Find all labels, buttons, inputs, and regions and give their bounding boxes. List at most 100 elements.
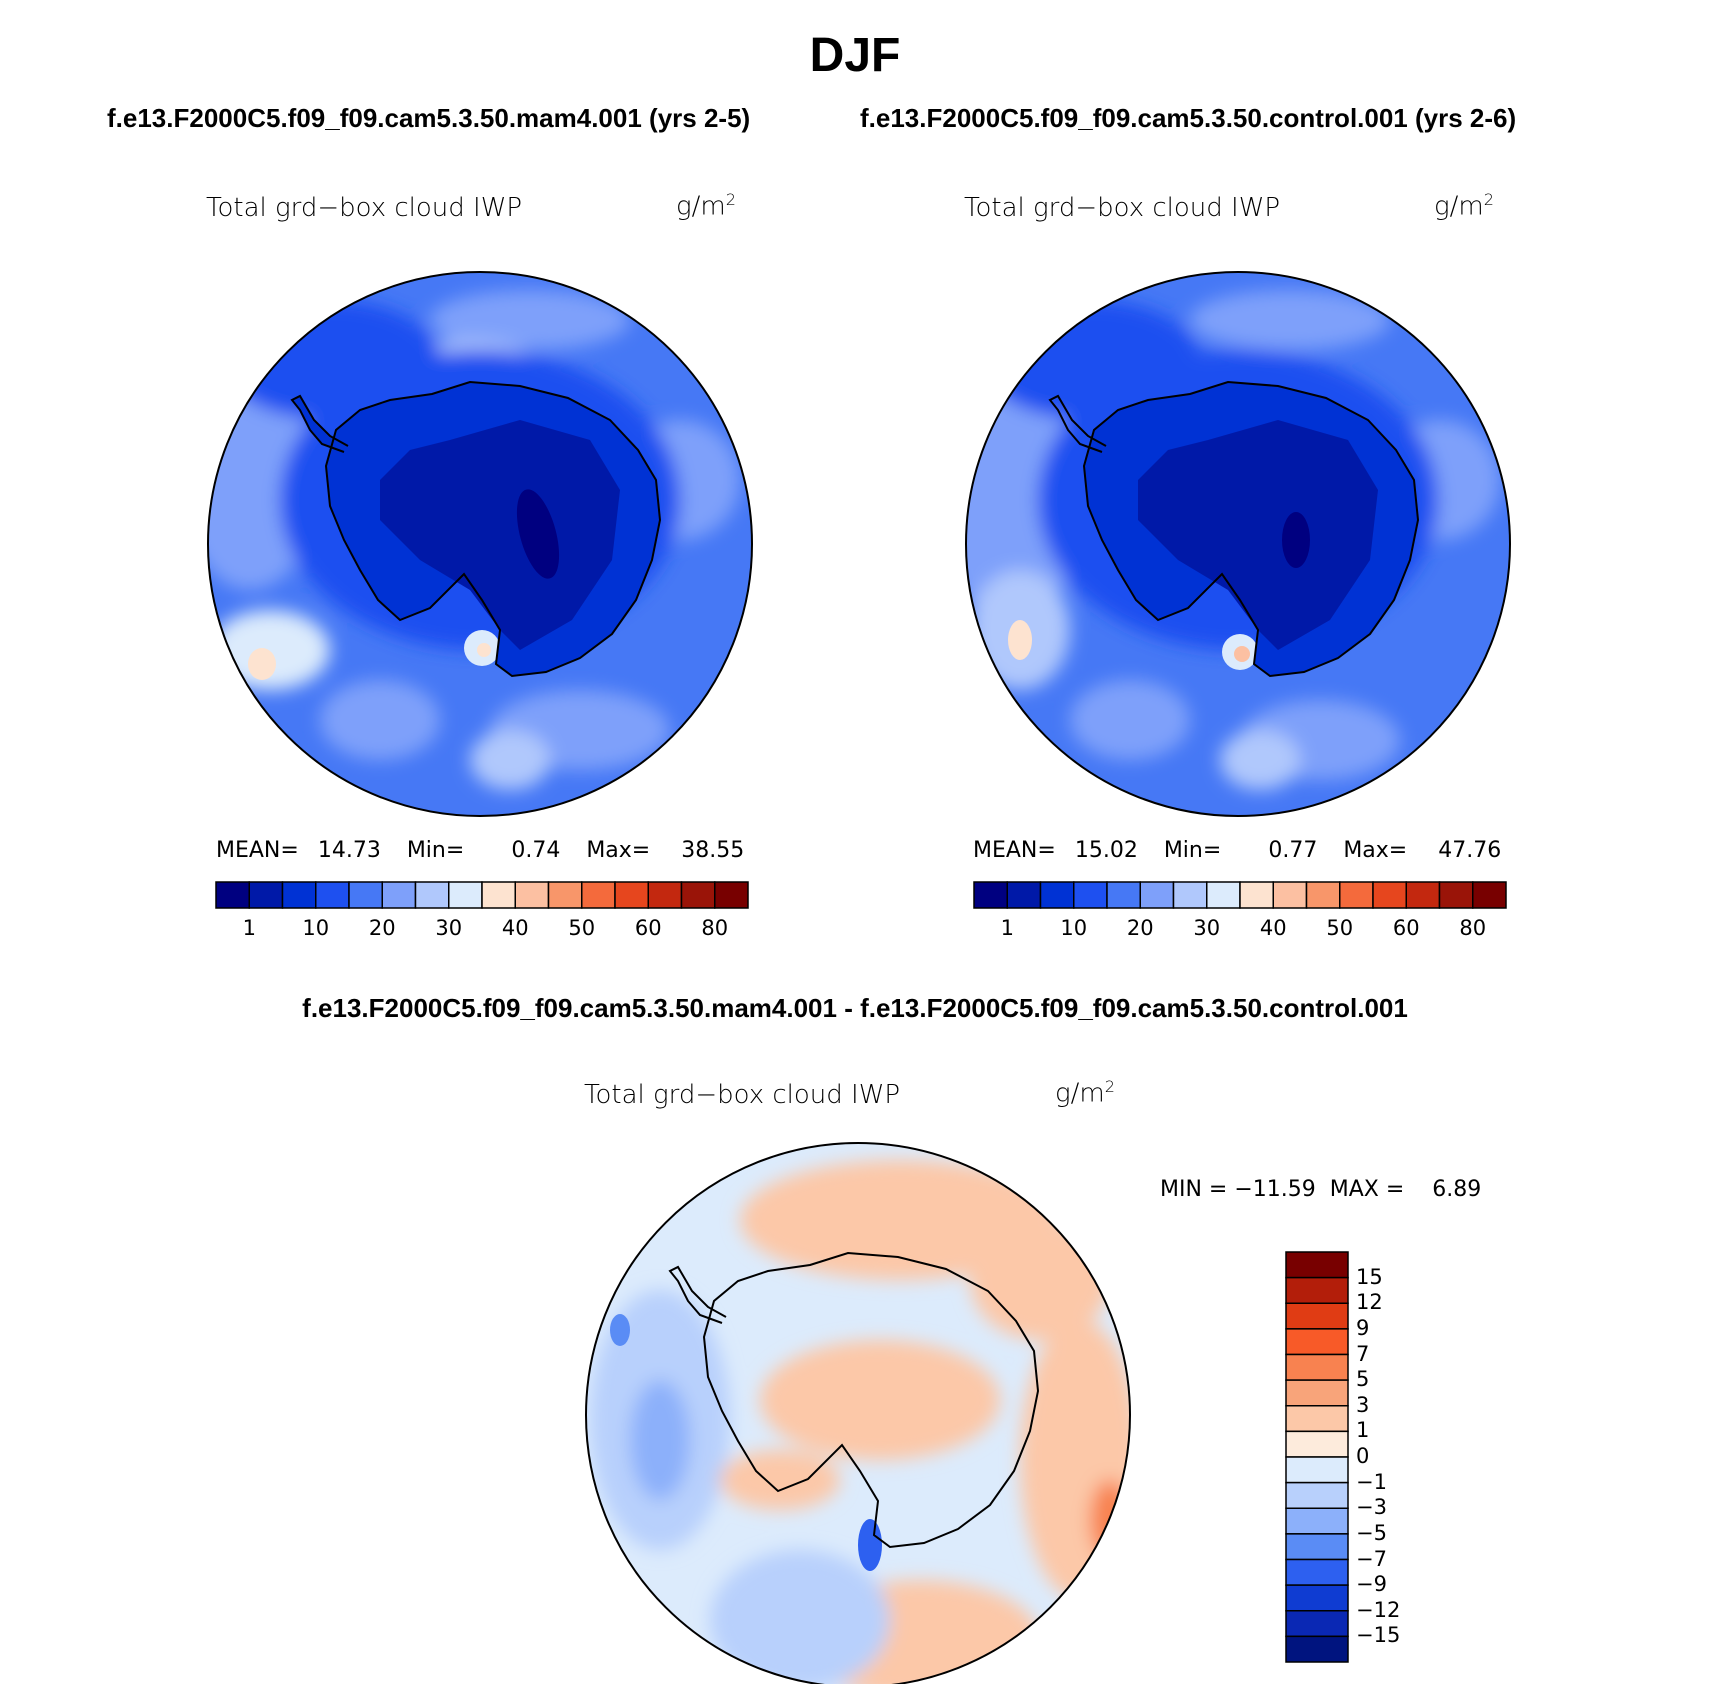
panel3-colorbar-box (1285, 1481, 1349, 1509)
panel2-colorbar-box (1239, 881, 1274, 909)
panel1-colorbar-box (414, 881, 450, 909)
panel1-colorbar-box (481, 881, 516, 909)
panel2-colorbar-box (1172, 881, 1208, 909)
panel3-colorbar-box (1285, 1276, 1349, 1304)
panel2-colorbar (973, 881, 1507, 909)
panel3-colorbar-box (1285, 1558, 1349, 1586)
panel1-colorbar-box (547, 881, 583, 909)
panel2-colorbar-box (1073, 881, 1108, 909)
season-title: DJF (809, 29, 901, 82)
panel3-units: g/m2 (1055, 1077, 1115, 1109)
panel3-colorbar-tick: 1 (1356, 1418, 1370, 1443)
panel2-colorbar-tick: 40 (1259, 916, 1287, 940)
panel3-colorbar-tick: −15 (1356, 1623, 1401, 1648)
panel3-minmax: MIN = −11.59 MAX = 6.89 (1160, 1177, 1482, 1202)
panel1-colorbar-tick: 1 (242, 916, 256, 940)
panel1-colorbar (215, 881, 749, 909)
panel2-colorbar-tick: 1 (1000, 916, 1014, 940)
panel1-variable-label: Total grd−box cloud IWP (206, 193, 523, 223)
panel3-colorbar-tick: 0 (1356, 1444, 1370, 1468)
panel1-stats: MEAN= 14.73 Min= 0.74 Max= 38.55 (216, 838, 744, 863)
panel1-colorbar-box (514, 881, 550, 909)
panel1-colorbar-box (381, 881, 417, 909)
panel1-colorbar-box (647, 881, 683, 909)
panel3-colorbar-box (1285, 1430, 1349, 1458)
panel2-max-label: Max= (1343, 838, 1408, 863)
panel1-colorbar-box (680, 881, 716, 909)
panel3-colorbar-tick: −9 (1356, 1572, 1387, 1597)
panel1-colorbar-tick: 10 (302, 916, 330, 940)
panel3-variable-label: Total grd−box cloud IWP (584, 1080, 901, 1110)
panel1-colorbar-box (614, 881, 649, 909)
panel3-colorbar-box (1285, 1405, 1349, 1433)
panel1-map (207, 271, 753, 817)
diff-title: f.e13.F2000C5.f09_f09.cam5.3.50.mam4.001… (302, 993, 1408, 1023)
case1-title: f.e13.F2000C5.f09_f09.cam5.3.50.mam4.001… (107, 103, 751, 133)
panel3-colorbar-tick: −7 (1356, 1546, 1387, 1571)
panel3-colorbar-box (1285, 1302, 1349, 1330)
panel2-units: g/m2 (1434, 190, 1494, 222)
panel2-map (965, 271, 1511, 817)
panel1-units: g/m2 (676, 190, 736, 222)
panel2-colorbar-box (1372, 881, 1407, 909)
panel3-colorbar-box (1285, 1610, 1349, 1638)
panel1-colorbar-tick: 30 (435, 916, 463, 940)
panel3-colorbar-tick: −5 (1356, 1520, 1387, 1545)
panel1-colorbar-tick: 60 (634, 916, 662, 940)
panel1-colorbar-tick: 20 (368, 916, 396, 940)
panel2-colorbar-tick: 30 (1193, 916, 1221, 940)
panel1-colorbar-tick: 80 (701, 916, 729, 940)
panel2-colorbar-tick: 10 (1060, 916, 1088, 940)
panel2-colorbar-box (1272, 881, 1308, 909)
panel2-colorbar-box (1305, 881, 1341, 909)
panel2-colorbar-tick: 60 (1392, 916, 1420, 940)
panel1-colorbar-tick: 50 (568, 916, 596, 940)
panel2-min-label: Min= (1163, 838, 1222, 863)
panel3-colorbar-box (1285, 1251, 1349, 1279)
panel1-colorbar-box (581, 881, 616, 909)
panel2-colorbar-box (1472, 881, 1507, 909)
panel2-min-value: 0.77 (1268, 838, 1318, 863)
panel1-colorbar-box (315, 881, 350, 909)
panel3-colorbar-box (1285, 1635, 1349, 1663)
panel3-colorbar-tick: −1 (1356, 1469, 1387, 1494)
panel3-diff-map (585, 1142, 1131, 1684)
panel3-colorbar-box (1285, 1328, 1349, 1356)
panel2-max-value: 47.76 (1438, 838, 1502, 863)
panel1-max-label: Max= (586, 838, 651, 863)
panel1-mean-value: 14.73 (317, 838, 381, 863)
panel3-colorbar-tick: −12 (1356, 1597, 1401, 1622)
panel1-mean-label: MEAN= (216, 838, 299, 863)
panel3-colorbar-tick: 3 (1356, 1392, 1370, 1417)
panel1-colorbar-box (348, 881, 383, 909)
panel1-colorbar-box (215, 881, 250, 909)
panel2-colorbar-box (1206, 881, 1241, 909)
panel2-colorbar-box (1139, 881, 1175, 909)
panel3-colorbar-box (1285, 1507, 1349, 1535)
panel2-colorbar-box (973, 881, 1008, 909)
panel2-colorbar-tick: 50 (1326, 916, 1354, 940)
panel3-colorbar-tick: 5 (1356, 1367, 1370, 1392)
panel2-colorbar-box (1039, 881, 1075, 909)
panel2-colorbar-tick: 20 (1126, 916, 1154, 940)
panel3-colorbar-tick: −3 (1356, 1495, 1387, 1520)
panel2-colorbar-box (1405, 881, 1441, 909)
case2-title: f.e13.F2000C5.f09_f09.cam5.3.50.control.… (860, 103, 1517, 133)
panel1-colorbar-box (281, 881, 317, 909)
panel3-colorbar-tick: 7 (1356, 1341, 1370, 1366)
panel2-mean-label: MEAN= (973, 838, 1056, 863)
panel1-colorbar-box (248, 881, 284, 909)
panel3-colorbar-box (1285, 1379, 1349, 1407)
panel2-stats: MEAN= 15.02 Min= 0.77 Max= 47.76 (973, 838, 1501, 863)
panel2-colorbar-box (1006, 881, 1042, 909)
panel3-colorbar-box (1285, 1456, 1349, 1484)
panel3-colorbar-tick: 9 (1356, 1315, 1370, 1340)
panel1-colorbar-box (714, 881, 749, 909)
panel2-colorbar-box (1106, 881, 1141, 909)
panel2-colorbar-box (1339, 881, 1374, 909)
panel1-colorbar-tick: 40 (501, 916, 529, 940)
panel1-max-value: 38.55 (681, 838, 745, 863)
panel3-colorbar-box (1285, 1353, 1349, 1381)
panel2-mean-value: 15.02 (1074, 838, 1138, 863)
panel3-colorbar-box (1285, 1533, 1349, 1561)
